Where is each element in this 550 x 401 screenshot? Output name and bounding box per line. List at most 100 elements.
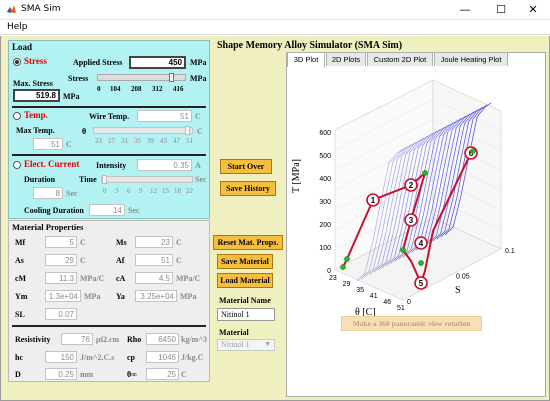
temp-tick: 51	[186, 137, 193, 145]
stress-label: Stress	[24, 56, 47, 66]
current-radio[interactable]	[13, 161, 21, 169]
z-tick-label: 0	[407, 299, 411, 306]
x-tick-label: 46	[383, 299, 391, 306]
separator	[12, 106, 206, 108]
ca-field[interactable]: 4.5	[135, 272, 173, 284]
grid-line	[432, 99, 502, 131]
ms-label: Ms	[116, 238, 127, 247]
hysteresis-curve	[428, 111, 475, 244]
stress-tick: 208	[131, 85, 142, 93]
af-field[interactable]: 51	[135, 254, 173, 266]
x-ticks: 23 29 35 41 46 51	[329, 275, 405, 312]
max-stress-field: 519.8	[13, 89, 60, 102]
path-marker-circle	[404, 213, 418, 227]
hysteresis-curve	[356, 148, 404, 282]
load-material-button[interactable]: Load Material	[217, 273, 273, 288]
cp-label: cp	[127, 353, 135, 362]
time-tick: 18	[174, 187, 181, 195]
material-select[interactable]: Nitinol 1 ▼	[217, 339, 275, 351]
ya-unit: MPa	[180, 292, 197, 301]
hysteresis-curve	[360, 146, 408, 280]
as-field[interactable]: 29	[45, 254, 77, 266]
save-history-button[interactable]: Save History	[220, 181, 276, 196]
path-point	[422, 170, 428, 176]
z-ticks: 0 0.05 0.1	[407, 248, 515, 306]
stress-tick: 0	[97, 85, 101, 93]
time-tick: 0	[103, 187, 107, 195]
hc-label: hc	[15, 353, 23, 362]
maximize-button[interactable]: ☐	[496, 3, 506, 16]
time-slider[interactable]	[101, 175, 193, 184]
y-tick-label: 400	[319, 176, 331, 183]
stress-radio[interactable]	[13, 58, 21, 66]
sl-field[interactable]: 0.07	[45, 308, 77, 320]
tab-2d-plots[interactable]: 2D Plots	[326, 52, 366, 66]
ca-unit: MPa/C	[176, 274, 201, 283]
hysteresis-curve	[402, 124, 450, 258]
d-field[interactable]: 0.25	[45, 368, 77, 380]
temp-slider[interactable]	[93, 126, 193, 135]
start-over-button[interactable]: Start Over	[220, 159, 272, 174]
duration-label: Duration	[24, 175, 56, 184]
reset-mat-props-button[interactable]: Reset Mat. Props.	[213, 235, 283, 250]
path-marker-label: 1	[371, 196, 376, 205]
ym-field[interactable]: 1.3e+04	[45, 290, 81, 302]
grid-line	[334, 138, 434, 191]
material-name-input[interactable]: Nitinol 1	[217, 308, 275, 321]
app-title: Shape Memory Alloy Simulator (SMA Sim)	[217, 40, 403, 51]
max-temp-label: Max Temp.	[16, 126, 55, 135]
z-tick-label: 0.05	[456, 274, 470, 281]
separator	[12, 325, 206, 327]
mf-field[interactable]: 5	[45, 236, 77, 248]
time-tick: 9	[139, 187, 143, 195]
hysteresis-curve	[373, 139, 421, 273]
time-unit: Sec	[195, 175, 207, 184]
close-button[interactable]: ✕	[528, 3, 538, 16]
tab-joule-heating-plot[interactable]: Joule Heating Plot	[434, 52, 508, 66]
d-label: D	[15, 370, 21, 379]
temp-slider-thumb[interactable]	[185, 126, 191, 135]
temp-tick: 23	[95, 137, 102, 145]
ms-field[interactable]: 23	[135, 236, 173, 248]
menu-help[interactable]: Help	[7, 22, 28, 32]
temp-tick: 31	[121, 137, 128, 145]
minimize-button[interactable]: —	[459, 3, 471, 16]
applied-stress-unit: MPa	[190, 58, 207, 67]
temp-tick: 27	[108, 137, 115, 145]
path-point	[340, 264, 346, 270]
applied-stress-input[interactable]: 450	[129, 56, 186, 69]
resistivity-field[interactable]: 76	[61, 333, 93, 345]
ya-field[interactable]: 3.25e+04	[135, 290, 177, 302]
intensity-field: 0.35	[137, 159, 192, 171]
path-marker-label: 3	[409, 216, 414, 225]
tab-custom-2d-plot[interactable]: Custom 2D Plot	[367, 52, 433, 66]
stress-slider-unit: MPa	[190, 74, 207, 83]
stress-slider[interactable]	[97, 73, 186, 82]
path-marker-circle	[414, 236, 428, 250]
cm-label: cM	[15, 274, 27, 283]
grid-line	[432, 158, 502, 191]
window-title: SMA Sim	[21, 4, 61, 14]
tab-3d-plot[interactable]: 3D Plot	[287, 52, 325, 67]
save-material-button[interactable]: Save Material	[217, 254, 273, 269]
material-properties-panel: Material Properties Mf 5 C Ms 23 C As 29…	[8, 220, 210, 382]
path-point	[418, 260, 424, 266]
cm-field[interactable]: 11.3	[45, 272, 77, 284]
cp-field[interactable]: 1046	[146, 351, 179, 363]
panoramic-rotation-button[interactable]: Make a 360 panoramic view rotation	[341, 316, 482, 331]
theta-inf-field[interactable]: 25	[146, 368, 179, 380]
cooling-duration-label: Cooling Duration	[24, 206, 84, 215]
time-slider-thumb[interactable]	[102, 175, 107, 184]
rho-unit: kg/m^3	[181, 335, 207, 344]
rho-field[interactable]: 6450	[146, 333, 179, 345]
hysteresis-curve	[365, 144, 412, 277]
path-point	[344, 256, 350, 262]
x-tick-label: 35	[356, 287, 364, 294]
path-marker-label: 2	[409, 181, 414, 190]
duration-field: 8	[33, 187, 63, 199]
hc-field[interactable]: 150	[45, 351, 77, 363]
stress-slider-thumb[interactable]	[168, 73, 174, 82]
wire-temp-field: 51	[137, 110, 192, 122]
app-body: Load Stress Applied Stress 450 MPa Stres…	[0, 36, 550, 401]
temp-radio[interactable]	[13, 112, 21, 120]
